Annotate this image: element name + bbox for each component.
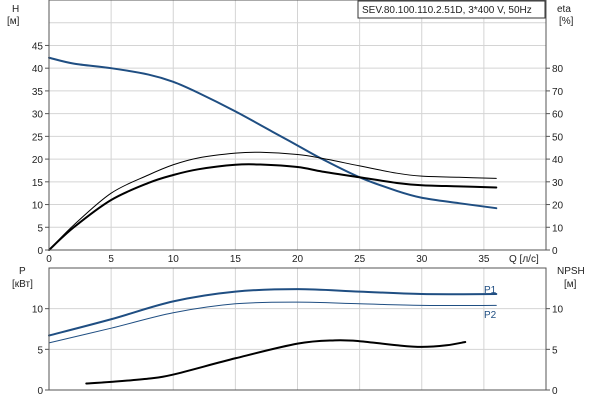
npsh-tick-label: 0	[552, 386, 558, 397]
h-tick-label: 40	[32, 64, 44, 75]
x-tick-label: 10	[168, 254, 180, 265]
eta-tick-label: 10	[552, 223, 564, 234]
p-tick-label: 5	[37, 345, 43, 356]
curve-eta	[48, 163, 498, 251]
curve-p2	[48, 301, 497, 344]
chart-title: SEV.80.100.110.2.51D, 3*400 V, 50Hz	[362, 5, 532, 16]
x-tick-label: 20	[292, 254, 304, 265]
npsh-axis-label: NPSH	[557, 266, 585, 277]
x-tick-label: 35	[478, 254, 490, 265]
h-tick-label: 35	[32, 87, 44, 98]
curve-npsh	[85, 339, 467, 385]
x-tick-label: 5	[108, 254, 114, 265]
curve-h	[48, 56, 498, 210]
h-axis-label: H	[12, 4, 19, 15]
bottom-plot-frame	[48, 267, 547, 391]
npsh-tick-label: 10	[552, 305, 564, 316]
p-tick-label: 10	[32, 305, 44, 316]
q-axis-label: Q [л/с]	[509, 254, 539, 265]
curve-eta-hydraulic	[48, 151, 497, 251]
x-tick-label: 30	[416, 254, 428, 265]
eta-tick-label: 40	[552, 155, 564, 166]
h-axis-unit: [м]	[7, 16, 20, 27]
x-tick-label: 0	[46, 254, 52, 265]
h-tick-label: 10	[32, 201, 44, 212]
eta-tick-label: 20	[552, 201, 564, 212]
eta-tick-label: 70	[552, 87, 564, 98]
p2-legend-label: P2	[484, 310, 497, 321]
p1-legend-label: P1	[484, 285, 497, 296]
p-axis-label: P	[19, 266, 26, 277]
eta-tick-label: 50	[552, 132, 564, 143]
eta-tick-label: 60	[552, 110, 564, 121]
npsh-tick-label: 5	[552, 345, 558, 356]
eta-tick-label: 80	[552, 64, 564, 75]
h-tick-label: 5	[37, 223, 43, 234]
p-axis-unit: [кВт]	[12, 279, 33, 290]
title-box	[357, 0, 546, 19]
x-tick-label: 15	[230, 254, 242, 265]
eta-axis-label: eta	[557, 4, 571, 15]
h-tick-label: 25	[32, 132, 44, 143]
x-tick-label: 25	[354, 254, 366, 265]
top-plot-frame	[48, 0, 547, 251]
h-tick-label: 15	[32, 178, 44, 189]
eta-tick-label: 0	[552, 246, 558, 257]
h-tick-label: 20	[32, 155, 44, 166]
h-tick-label: 30	[32, 110, 44, 121]
h-tick-label: 45	[32, 41, 44, 52]
eta-axis-unit: [%]	[559, 16, 574, 27]
eta-tick-label: 30	[552, 178, 564, 189]
p-tick-label: 0	[37, 386, 43, 397]
npsh-axis-unit: [м]	[564, 279, 577, 290]
curve-p1	[48, 288, 498, 337]
h-tick-label: 0	[37, 246, 43, 257]
